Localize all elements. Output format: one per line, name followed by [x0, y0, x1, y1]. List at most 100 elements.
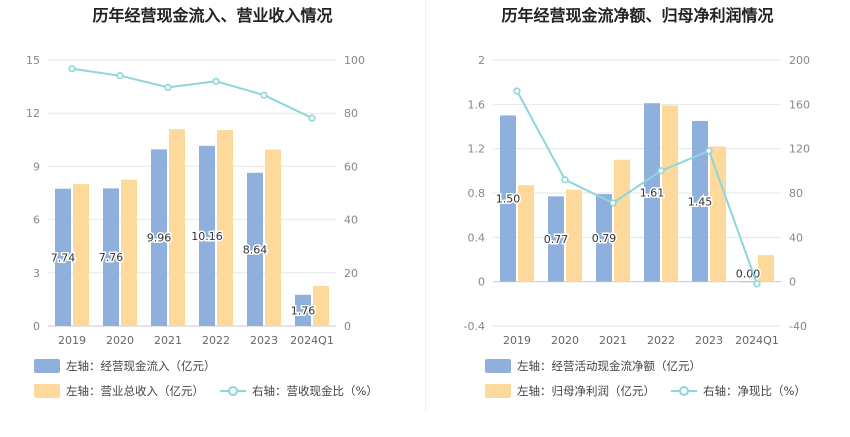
x-tick-label: 2020	[551, 334, 579, 347]
ratio-line	[516, 90, 758, 285]
data-label: 0.77	[544, 233, 569, 246]
y-left-tick-label: 2	[478, 54, 485, 67]
legend-line-icon	[220, 384, 246, 398]
bar-blue	[247, 172, 263, 326]
y-left-tick-label: 6	[33, 214, 40, 227]
bar-blue	[103, 188, 119, 326]
legend-swatch-blue	[34, 359, 60, 373]
bar-blue	[596, 194, 612, 282]
y-left-tick-label: 9	[33, 160, 40, 173]
legend-item-net-cash-flow[interactable]: 左轴：经营活动现金流净额（亿元）	[485, 358, 701, 374]
ratio-point	[260, 91, 268, 99]
ratio-point	[513, 87, 521, 95]
bar-orange	[169, 129, 185, 326]
y-right-tick-label: 100	[344, 54, 365, 67]
chart-plot-area: -0.4 0 0.4 0.8 1.2 1.6 2 -40 0 40 80 120 160 200 2019 2…	[464, 54, 810, 347]
bar-orange	[313, 286, 329, 326]
y-right-tick-label: 40	[344, 214, 358, 227]
chart-panel-net-cash: 历年经营现金流净额、归母净利润情况 -0.4 0 0.4 0.8 1.2 1.6 2 -40 0…	[425, 0, 850, 437]
bar-orange	[710, 146, 726, 282]
y-left-tick-label: 0	[33, 320, 40, 333]
ratio-point	[308, 114, 316, 122]
legend-item-net-profit[interactable]: 左轴：归母净利润（亿元）	[485, 383, 655, 399]
ratio-point	[116, 72, 124, 80]
x-tick-label: 2023	[250, 334, 278, 347]
ratio-point	[68, 65, 76, 73]
chart-plot-area: 0 3 6 9 12 15 0 20 40 60 80 100 2019 2020 2021 2022 2023…	[26, 54, 365, 347]
ratio-point	[561, 176, 569, 184]
ratio-line	[71, 67, 313, 119]
bar-blue	[644, 103, 660, 282]
bar-blue	[199, 145, 215, 326]
ratio-point	[609, 199, 617, 207]
bar-orange	[265, 149, 281, 326]
ratio-point	[753, 280, 761, 288]
bar-blue	[55, 188, 71, 326]
bar-orange	[217, 130, 233, 326]
y-left-tick-label: -0.4	[464, 320, 485, 333]
bar-orange	[758, 255, 774, 282]
ratio-point	[164, 83, 172, 91]
y-left-tick-label: 15	[26, 54, 40, 67]
chart-panel-cash-inflow: 历年经营现金流入、营业收入情况 0 3 6 9 12 15 0 20 40 60 80 100 2019…	[26, 6, 378, 399]
data-label: 9.96	[147, 232, 172, 245]
y-left-tick-label: 1.2	[468, 143, 486, 156]
legend-item-revenue[interactable]: 左轴：营业总收入（亿元）	[34, 383, 204, 399]
y-left-tick-label: 0	[478, 276, 485, 289]
x-tick-label: 2021	[154, 334, 182, 347]
y-right-tick-label: 160	[789, 98, 810, 111]
y-left-tick-label: 0.8	[468, 187, 486, 200]
y-left-tick-label: 12	[26, 107, 40, 120]
ratio-point	[657, 167, 665, 175]
panel-divider	[425, 0, 426, 410]
bar-orange	[614, 159, 630, 282]
data-label: 7.76	[99, 251, 124, 264]
x-tick-label: 2019	[503, 334, 531, 347]
x-tick-label: 2023	[695, 334, 723, 347]
legend-label: 左轴：营业总收入（亿元）	[66, 384, 204, 398]
y-left-tick-label: 3	[33, 267, 40, 280]
bar-blue	[151, 149, 167, 326]
legend-item-cash-ratio[interactable]: 右轴：营收现金比（%）	[220, 383, 378, 399]
y-right-tick-label: 20	[344, 267, 358, 280]
y-right-tick-label: 60	[344, 160, 358, 173]
data-label: 0.79	[592, 232, 617, 245]
legend-item-net-cash-ratio[interactable]: 右轴：净现比（%）	[671, 383, 806, 399]
y-right-tick-label: 0	[344, 320, 351, 333]
legend-swatch-orange	[485, 384, 511, 398]
chart-title: 历年经营现金流净额、归母净利润情况	[501, 6, 774, 25]
x-tick-label: 2024Q1	[290, 334, 334, 347]
data-label: 1.76	[291, 304, 316, 317]
bar-orange	[662, 105, 678, 282]
x-tick-label: 2022	[202, 334, 230, 347]
x-tick-label: 2020	[106, 334, 134, 347]
data-label: 1.45	[688, 195, 713, 208]
data-label: 8.64	[243, 243, 268, 256]
y-right-tick-label: 200	[789, 54, 810, 67]
bar-blue	[548, 196, 564, 282]
y-right-tick-label: 0	[789, 276, 796, 289]
data-label: 10.16	[191, 230, 223, 243]
bar-blue	[740, 281, 756, 283]
y-left-tick-label: 1.6	[468, 98, 486, 111]
data-label: 1.61	[640, 186, 665, 199]
x-tick-label: 2024Q1	[735, 334, 779, 347]
legend-label: 右轴：营收现金比（%）	[252, 384, 378, 398]
x-tick-label: 2022	[647, 334, 675, 347]
y-right-tick-label: 80	[789, 187, 803, 200]
legend-swatch-orange	[34, 384, 60, 398]
ratio-point	[705, 147, 713, 155]
legend-item-cash-inflow[interactable]: 左轴：经营现金流入（亿元）	[34, 358, 216, 374]
legend-label: 左轴：经营活动现金流净额（亿元）	[517, 359, 701, 373]
bar-orange	[73, 184, 89, 326]
bar-blue	[295, 294, 311, 326]
bar-orange	[518, 185, 534, 282]
legend-line-icon	[671, 384, 697, 398]
bar-orange	[566, 189, 582, 282]
y-right-tick-label: 40	[789, 231, 803, 244]
bar-blue	[500, 115, 516, 282]
x-tick-label: 2019	[58, 334, 86, 347]
bar-blue	[692, 120, 708, 282]
bar-orange	[121, 179, 137, 326]
ratio-point	[212, 77, 220, 85]
